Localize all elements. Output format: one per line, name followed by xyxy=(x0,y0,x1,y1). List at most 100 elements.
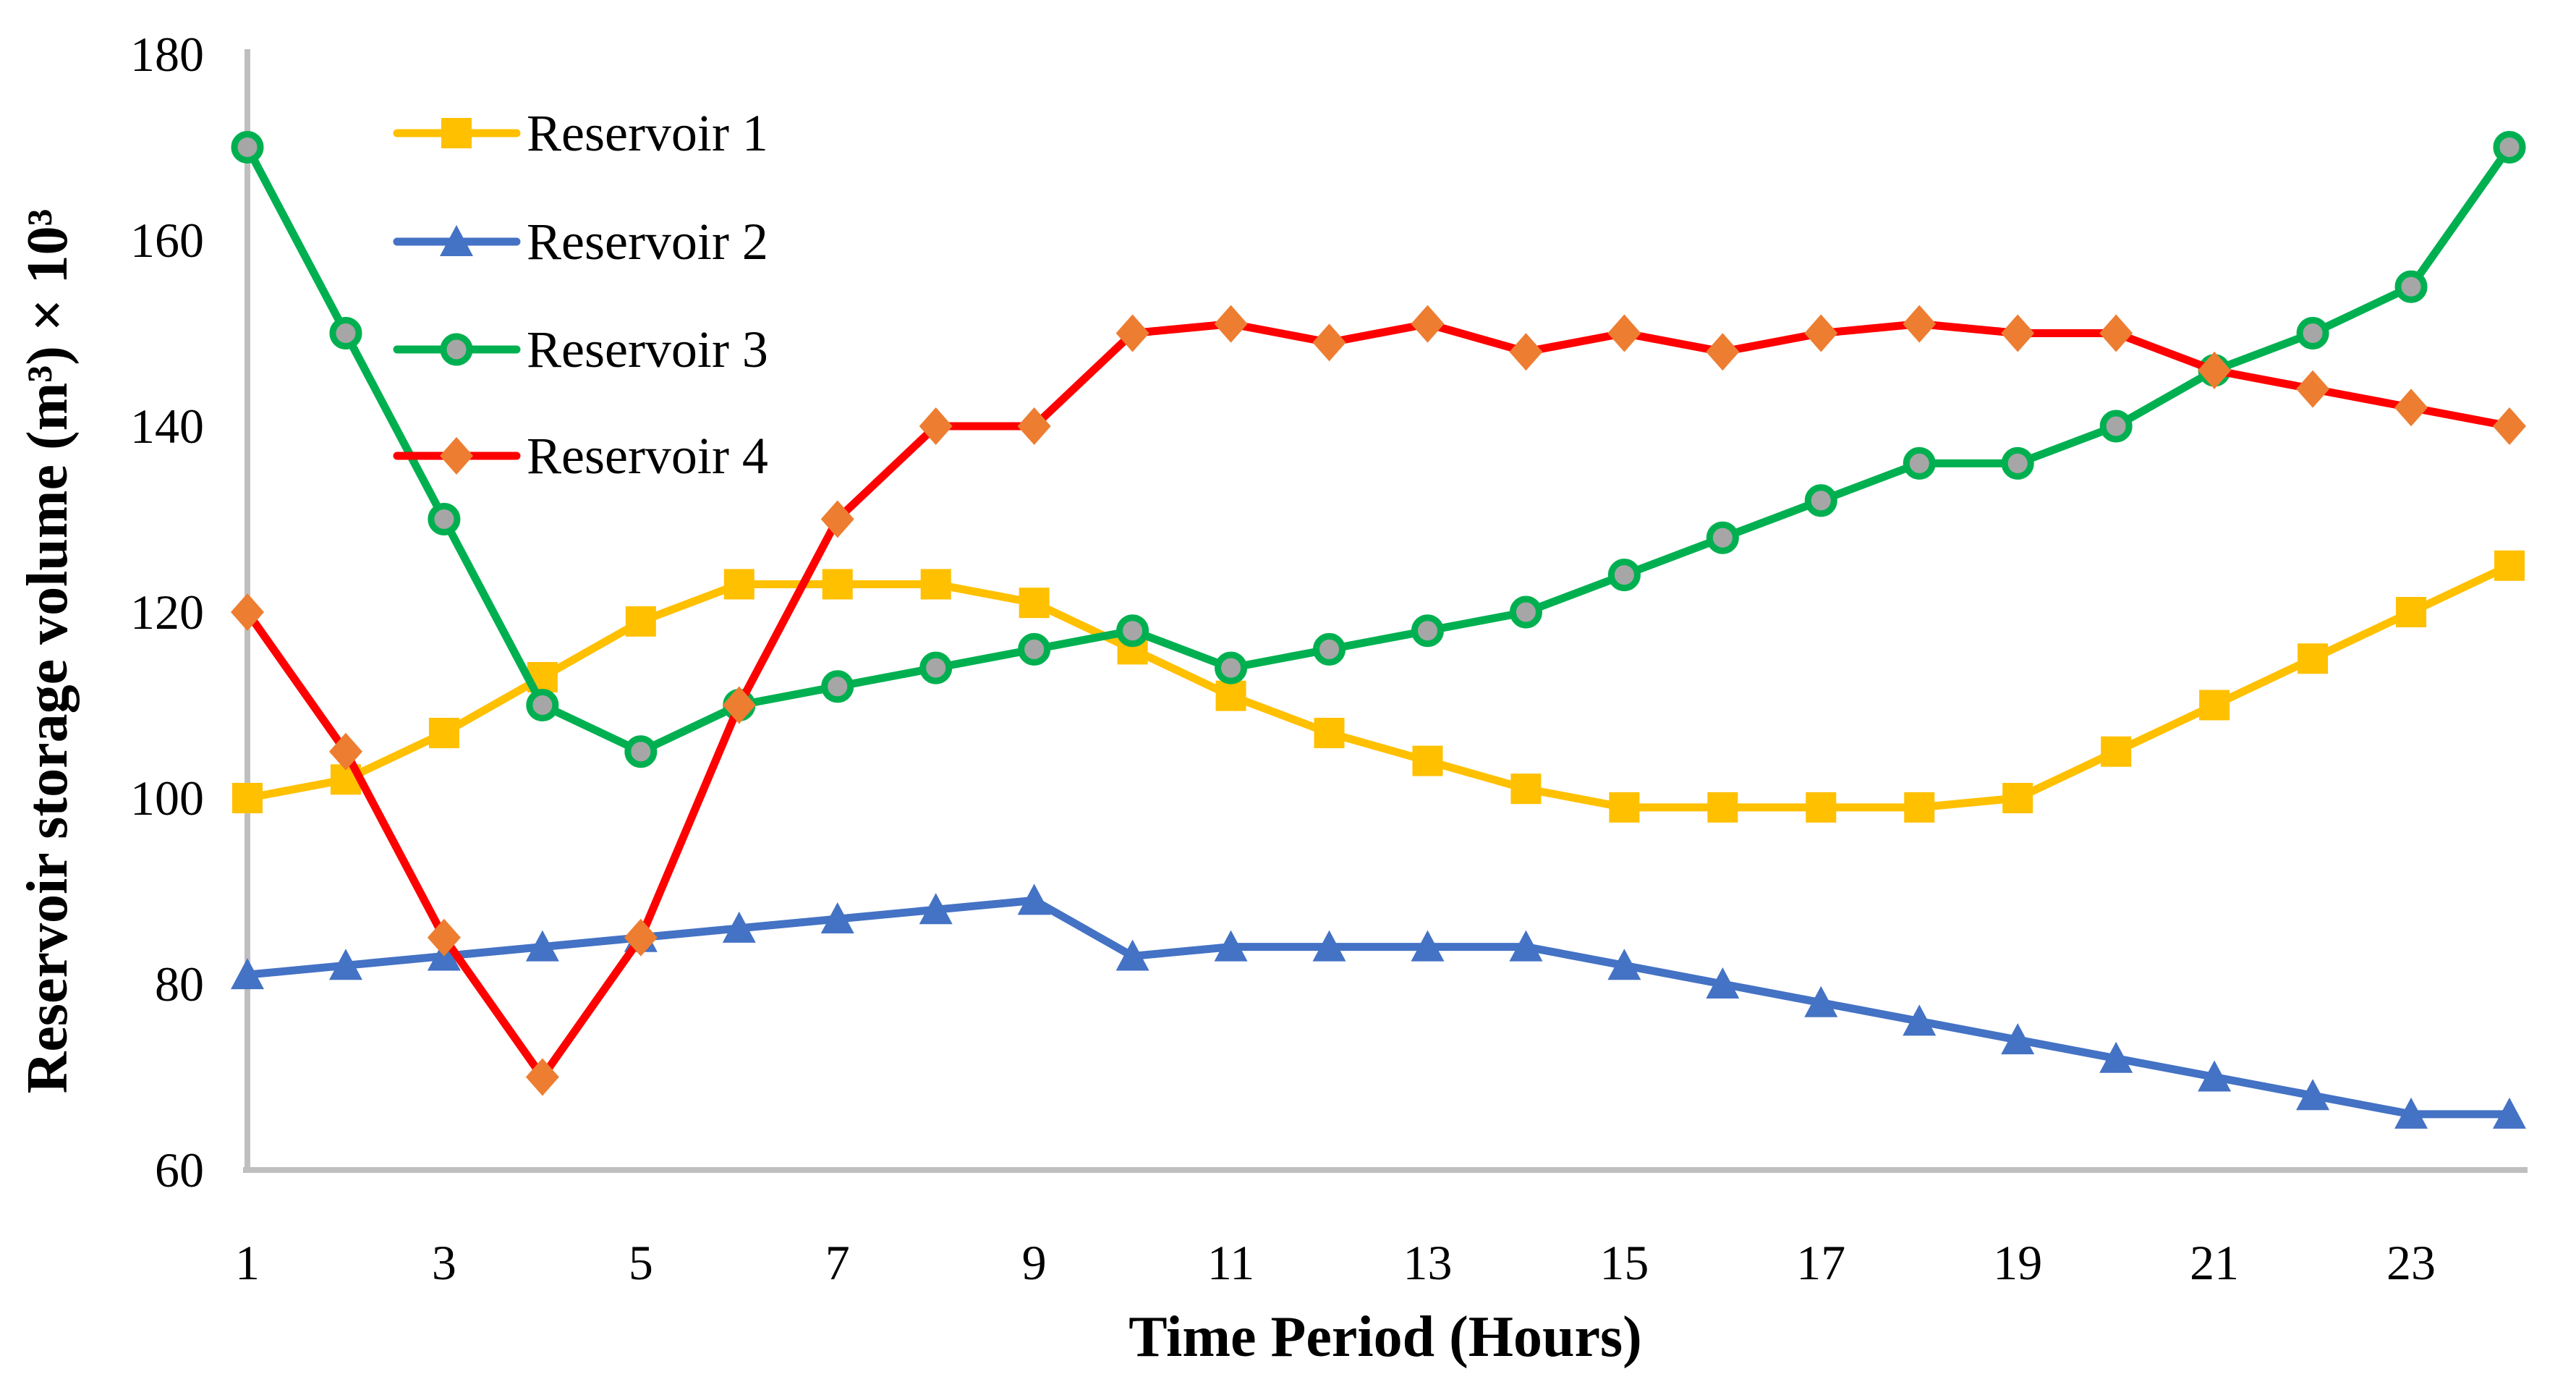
data-point-marker xyxy=(1019,588,1050,619)
series-line xyxy=(243,896,2514,1119)
data-point-marker xyxy=(1313,632,1346,666)
y-tick-label: 100 xyxy=(130,771,204,826)
data-point-marker xyxy=(1116,614,1149,648)
data-point-marker xyxy=(1214,930,1248,962)
data-point-marker xyxy=(1215,651,1248,684)
data-point-marker xyxy=(329,317,362,349)
data-point-marker xyxy=(2297,643,2329,674)
data-point-marker xyxy=(919,407,953,445)
data-point-marker xyxy=(722,686,756,724)
series-reservoir-3 xyxy=(231,131,2526,768)
data-point-marker xyxy=(624,918,658,957)
data-point-marker xyxy=(1017,407,1051,445)
data-point-marker xyxy=(2002,783,2033,813)
x-tick-label: 1 xyxy=(235,1235,260,1290)
x-tick-label: 21 xyxy=(2190,1235,2239,1290)
y-tick-label: 120 xyxy=(130,585,204,640)
legend-item-reservoir-4: Reservoir 4 xyxy=(393,427,768,485)
data-point-marker xyxy=(1509,930,1543,962)
legend-label: Reservoir 4 xyxy=(527,427,768,485)
y-tick-label: 160 xyxy=(130,213,204,268)
data-point-marker xyxy=(822,569,853,600)
legend-label: Reservoir 2 xyxy=(527,213,768,271)
x-tick-label: 13 xyxy=(1403,1235,1452,1290)
data-point-marker xyxy=(428,718,459,749)
data-point-marker xyxy=(1707,792,1738,823)
data-point-marker xyxy=(2198,1060,2232,1092)
data-point-marker xyxy=(1804,484,1837,517)
legend: Reservoir 1 Reservoir 2 Reservoir 3 Reservo… xyxy=(393,104,768,485)
data-point-marker xyxy=(1607,949,1641,980)
x-tick-label: 17 xyxy=(1796,1235,1845,1290)
data-point-marker xyxy=(2296,317,2329,349)
x-tick-label: 9 xyxy=(1022,1235,1047,1290)
data-point-marker xyxy=(1706,521,1739,554)
series-layer xyxy=(231,131,2526,1129)
x-tick-label: 23 xyxy=(2386,1235,2436,1290)
x-tick-label: 19 xyxy=(1993,1235,2042,1290)
data-point-marker xyxy=(1903,446,1936,480)
data-point-marker xyxy=(2493,1097,2526,1129)
data-point-marker xyxy=(821,670,854,703)
data-point-marker xyxy=(1018,632,1051,666)
data-point-marker xyxy=(723,569,754,600)
data-point-marker xyxy=(2199,690,2230,721)
data-point-marker xyxy=(1903,1004,1937,1036)
data-point-marker xyxy=(231,593,264,631)
data-point-marker xyxy=(1115,939,1149,971)
data-point-marker xyxy=(1509,333,1543,371)
data-point-marker xyxy=(820,902,854,934)
diamond-icon xyxy=(440,437,473,475)
legend-label: Reservoir 1 xyxy=(527,104,768,162)
data-point-marker xyxy=(1706,333,1740,371)
data-point-marker xyxy=(525,930,559,962)
y-axis-title: Reservoir storage volume (m³) × 10³ xyxy=(16,209,80,1094)
data-point-marker xyxy=(1411,614,1444,648)
y-tick-label: 180 xyxy=(130,27,204,82)
data-point-marker xyxy=(526,689,559,721)
data-point-marker xyxy=(2296,1079,2330,1111)
data-point-marker xyxy=(722,911,756,943)
x-tick-label: 5 xyxy=(629,1235,653,1290)
data-point-marker xyxy=(625,606,656,637)
data-point-marker xyxy=(1017,883,1051,915)
data-point-marker xyxy=(920,569,951,600)
x-axis-title: Time Period (Hours) xyxy=(1128,1305,1642,1369)
series-line xyxy=(243,561,2514,812)
data-point-marker xyxy=(1411,930,1445,962)
series-reservoir-2 xyxy=(231,883,2526,1129)
data-point-marker xyxy=(1609,792,1640,823)
circle-icon xyxy=(440,333,473,366)
data-point-marker xyxy=(2394,389,2428,427)
triangle-icon xyxy=(440,225,473,256)
x-tick-label: 3 xyxy=(432,1235,456,1290)
data-point-marker xyxy=(919,893,953,925)
data-point-marker xyxy=(525,1058,559,1096)
data-point-marker xyxy=(1115,314,1149,352)
data-point-marker xyxy=(1412,745,1443,776)
data-point-marker xyxy=(328,949,362,980)
data-point-marker xyxy=(1806,792,1837,823)
y-tick-labels: 60 80 100 120 140 160 180 xyxy=(130,27,204,1197)
legend-item-reservoir-3: Reservoir 3 xyxy=(393,321,768,378)
data-point-marker xyxy=(2099,410,2133,443)
data-point-marker xyxy=(2494,550,2525,581)
data-point-marker xyxy=(231,131,264,164)
data-point-marker xyxy=(2493,131,2526,164)
data-point-marker xyxy=(2296,370,2330,408)
data-point-marker xyxy=(328,732,362,771)
x-tick-labels: 1 3 5 7 9 11 13 15 17 19 21 23 xyxy=(235,1235,2436,1290)
data-point-marker xyxy=(624,735,658,768)
data-point-marker xyxy=(1804,314,1838,352)
series-line xyxy=(243,320,2514,1081)
data-point-marker xyxy=(1607,559,1641,592)
x-tick-label: 7 xyxy=(825,1235,850,1290)
data-point-marker xyxy=(2099,314,2133,352)
data-point-marker xyxy=(1411,305,1445,343)
data-point-marker xyxy=(1314,718,1345,749)
square-icon xyxy=(441,118,472,148)
data-point-marker xyxy=(2493,407,2526,445)
data-point-marker xyxy=(919,651,953,684)
